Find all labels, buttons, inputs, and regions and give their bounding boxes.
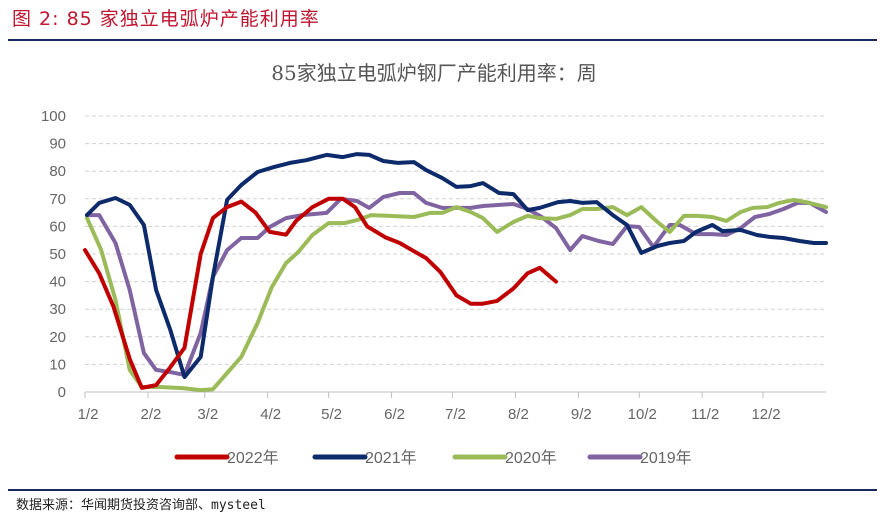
y-tick-label: 80 <box>49 163 66 180</box>
x-tick-label: 9/2 <box>571 406 592 423</box>
series-line-2022 <box>83 196 558 390</box>
x-tick-label: 3/2 <box>197 406 218 423</box>
y-tick-label: 100 <box>41 108 66 125</box>
figure-title: 图 2: 85 家独立电弧炉产能利用率 <box>12 8 320 30</box>
y-tick-label: 10 <box>49 356 66 373</box>
y-tick-label: 0 <box>58 384 66 401</box>
x-tick-label: 10/2 <box>628 406 657 423</box>
y-tick-label: 50 <box>49 246 66 263</box>
legend-label: 2021年 <box>365 449 417 467</box>
x-tick-label: 1/2 <box>78 406 99 423</box>
line-chart: 85家独立电弧炉钢厂产能利用率：周 0 10 20 30 40 50 60 70 80 90 100… <box>41 61 828 467</box>
x-tick-label: 8/2 <box>508 406 529 423</box>
y-tick-label: 20 <box>49 329 66 346</box>
legend-label: 2022年 <box>227 449 279 467</box>
y-tick-label: 30 <box>49 301 66 318</box>
source-note: 数据来源：华闻期货投资咨询部、mysteel <box>16 498 266 513</box>
series-line-2021 <box>85 152 828 380</box>
x-tick-label: 6/2 <box>384 406 405 423</box>
y-tick-label: 60 <box>49 218 66 235</box>
y-tick-label: 70 <box>49 191 66 208</box>
y-tick-label: 40 <box>49 274 66 291</box>
x-tick-label: 11/2 <box>691 406 719 423</box>
top-divider <box>8 39 877 41</box>
bottom-divider <box>8 489 877 491</box>
x-tick-label: 2/2 <box>141 406 162 423</box>
chart-title: 85家独立电弧炉钢厂产能利用率：周 <box>271 61 596 85</box>
series-line-2019 <box>85 191 828 377</box>
y-tick-label: 90 <box>49 136 66 153</box>
x-tick-label: 12/2 <box>751 406 780 423</box>
legend-label: 2019年 <box>640 449 692 467</box>
series-line-2020 <box>85 197 828 393</box>
x-tick-label: 4/2 <box>260 406 281 423</box>
x-tick-label: 7/2 <box>445 406 466 423</box>
legend-label: 2020年 <box>505 449 557 467</box>
x-tick-label: 5/2 <box>321 406 342 423</box>
